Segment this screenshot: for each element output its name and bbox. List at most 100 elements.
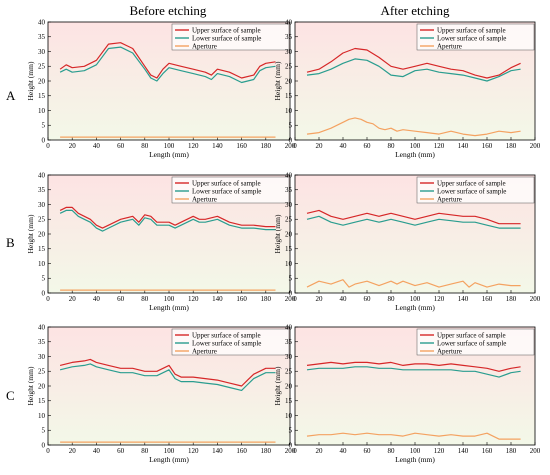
- x-tick-label: 0: [46, 295, 50, 303]
- x-tick-label: 80: [141, 142, 149, 150]
- legend-label: Upper surface of sample: [437, 179, 506, 187]
- x-tick-label: 60: [117, 295, 125, 303]
- y-tick-label: 20: [38, 230, 46, 238]
- series-line-upper-surface-of-sample: [306, 209, 521, 225]
- x-tick-label: 120: [188, 295, 199, 303]
- x-tick-label: 180: [261, 295, 272, 303]
- x-tick-label: 0: [46, 447, 50, 455]
- series-line-lower-surface-of-sample: [59, 363, 276, 391]
- series-line-upper-surface-of-sample: [306, 47, 521, 79]
- y-tick-label: 15: [285, 397, 293, 405]
- x-axis-label: Length (mm): [149, 303, 189, 312]
- series-line-aperture: [306, 432, 521, 440]
- x-tick-label: 60: [117, 142, 125, 150]
- x-tick-label: 180: [506, 295, 517, 303]
- x-tick-label: 160: [236, 295, 247, 303]
- x-tick-label: 80: [388, 447, 396, 455]
- legend-box: [171, 176, 290, 204]
- y-tick-label: 10: [285, 260, 293, 268]
- x-tick-label: 140: [212, 295, 223, 303]
- y-tick-label: 5: [42, 275, 46, 283]
- series-line-lower-surface-of-sample: [306, 215, 521, 229]
- y-axis-label: Height (mm): [273, 366, 282, 405]
- series-line-upper-surface-of-sample: [306, 361, 521, 372]
- series-line-lower-surface-of-sample: [59, 46, 276, 84]
- y-tick-label: 10: [285, 107, 293, 115]
- x-tick-label: 40: [340, 295, 348, 303]
- series-line-upper-surface-of-sample: [59, 42, 276, 79]
- legend-label: Upper surface of sample: [192, 26, 261, 34]
- x-tick-label: 160: [236, 142, 247, 150]
- y-tick-label: 5: [289, 275, 293, 283]
- y-tick-label: 25: [38, 63, 46, 71]
- y-tick-label: 35: [285, 338, 293, 346]
- y-tick-label: 20: [285, 382, 293, 390]
- x-tick-label: 200: [285, 447, 296, 455]
- y-tick-label: 35: [38, 33, 46, 41]
- plot-frame: [294, 326, 536, 446]
- y-tick-label: 5: [289, 122, 293, 130]
- legend-label: Aperture: [437, 195, 462, 203]
- x-tick-label: 100: [410, 142, 421, 150]
- x-tick-label: 40: [93, 447, 101, 455]
- x-tick-label: 20: [69, 447, 77, 455]
- series-line-lower-surface-of-sample: [59, 209, 276, 232]
- x-tick-label: 0: [293, 142, 297, 150]
- x-tick-label: 200: [530, 142, 541, 150]
- y-tick-label: 0: [42, 136, 46, 144]
- x-tick-label: 140: [458, 447, 469, 455]
- legend-box: [416, 176, 535, 204]
- y-tick-label: 5: [289, 427, 293, 435]
- x-tick-label: 40: [93, 142, 101, 150]
- y-tick-label: 0: [42, 441, 46, 449]
- y-axis-label: Height (mm): [273, 214, 282, 253]
- y-tick-label: 35: [38, 186, 46, 194]
- x-axis-label: Length (mm): [395, 150, 435, 159]
- x-tick-label: 40: [340, 447, 348, 455]
- x-tick-label: 60: [364, 142, 372, 150]
- y-tick-label: 10: [38, 260, 46, 268]
- y-tick-label: 15: [38, 397, 46, 405]
- legend-label: Upper surface of sample: [192, 331, 261, 339]
- x-tick-label: 60: [364, 447, 372, 455]
- legend-label: Aperture: [192, 347, 217, 355]
- x-tick-label: 140: [458, 295, 469, 303]
- x-tick-label: 100: [410, 447, 421, 455]
- x-tick-label: 100: [164, 142, 175, 150]
- series-line-aperture: [306, 279, 521, 288]
- y-tick-label: 15: [38, 92, 46, 100]
- x-tick-label: 0: [46, 142, 50, 150]
- y-tick-label: 5: [42, 122, 46, 130]
- legend-box: [416, 328, 535, 356]
- panel-b-after: 0 5 10 15 20 25 30 35 40 0 20 40 60 80 100 120 140 160 180…: [273, 171, 541, 312]
- y-tick-label: 25: [285, 368, 293, 376]
- y-tick-label: 40: [285, 18, 293, 26]
- x-tick-label: 0: [293, 447, 297, 455]
- x-tick-label: 200: [530, 295, 541, 303]
- legend-box: [171, 23, 290, 51]
- y-tick-label: 20: [285, 230, 293, 238]
- x-tick-label: 40: [340, 142, 348, 150]
- y-tick-label: 40: [285, 171, 293, 179]
- series-line-aperture: [306, 117, 521, 137]
- y-tick-label: 40: [285, 323, 293, 331]
- y-axis-label: Height (mm): [26, 366, 35, 405]
- x-tick-label: 180: [506, 447, 517, 455]
- x-tick-label: 160: [482, 295, 493, 303]
- x-tick-label: 60: [364, 295, 372, 303]
- row-label-a: A: [6, 88, 16, 103]
- y-tick-label: 15: [285, 245, 293, 253]
- legend-box: [416, 23, 535, 51]
- series-line-upper-surface-of-sample: [59, 358, 276, 387]
- x-tick-label: 120: [434, 295, 445, 303]
- x-tick-label: 80: [141, 447, 149, 455]
- legend-label: Upper surface of sample: [437, 26, 506, 34]
- legend-label: Lower surface of sample: [437, 187, 506, 195]
- x-axis-label: Length (mm): [149, 455, 189, 464]
- column-header-after: After etching: [381, 3, 450, 18]
- y-tick-label: 10: [285, 412, 293, 420]
- x-tick-label: 140: [212, 142, 223, 150]
- y-tick-label: 30: [285, 48, 293, 56]
